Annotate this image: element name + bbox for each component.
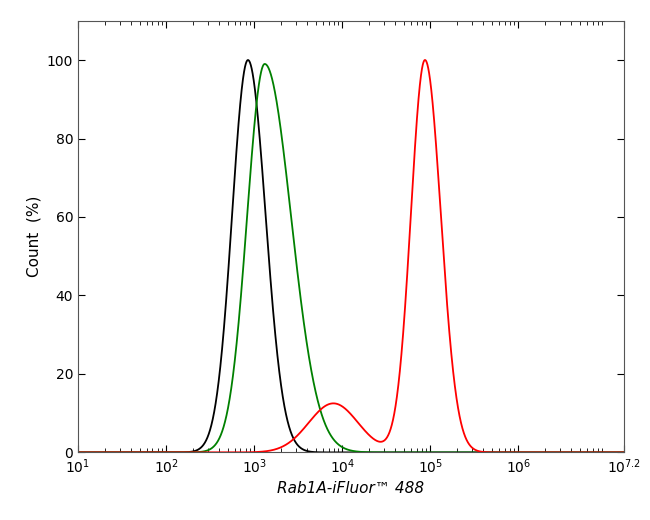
X-axis label: Rab1A-iFluor™ 488: Rab1A-iFluor™ 488 — [278, 482, 424, 497]
Y-axis label: Count  (%): Count (%) — [26, 196, 41, 277]
